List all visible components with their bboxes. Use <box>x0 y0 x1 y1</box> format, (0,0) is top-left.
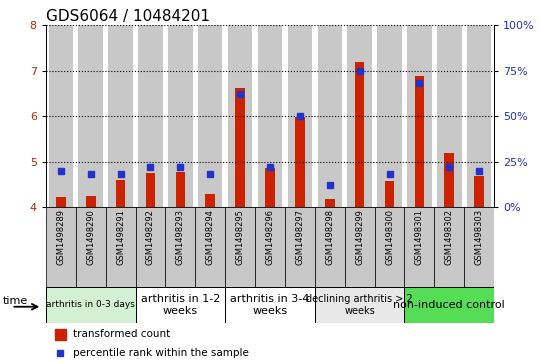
Bar <box>474 176 484 207</box>
Bar <box>136 287 225 323</box>
Bar <box>46 287 136 323</box>
Text: arthritis in 3-4
weeks: arthritis in 3-4 weeks <box>231 294 309 316</box>
Bar <box>146 173 156 207</box>
Bar <box>325 199 335 207</box>
Text: GSM1498298: GSM1498298 <box>325 209 334 265</box>
Bar <box>56 197 66 207</box>
Text: arthritis in 0-3 days: arthritis in 0-3 days <box>46 301 135 309</box>
Text: GSM1498289: GSM1498289 <box>56 209 65 265</box>
Bar <box>444 153 454 207</box>
Text: GSM1498303: GSM1498303 <box>475 209 484 265</box>
Text: GDS6064 / 10484201: GDS6064 / 10484201 <box>46 9 210 24</box>
Bar <box>49 25 73 207</box>
Text: GSM1498290: GSM1498290 <box>86 209 95 265</box>
Bar <box>46 207 76 287</box>
Bar <box>198 25 222 207</box>
Bar <box>315 207 345 287</box>
Bar <box>205 194 215 207</box>
Bar <box>235 87 245 207</box>
Bar <box>384 181 394 207</box>
Bar <box>464 207 494 287</box>
Text: non-induced control: non-induced control <box>394 300 505 310</box>
Text: GSM1498300: GSM1498300 <box>385 209 394 265</box>
Bar <box>55 329 66 340</box>
Bar <box>404 287 494 323</box>
Text: time: time <box>2 295 28 306</box>
Bar <box>76 207 106 287</box>
Bar <box>347 25 372 207</box>
Text: GSM1498297: GSM1498297 <box>295 209 305 265</box>
Bar <box>138 25 163 207</box>
Text: GSM1498291: GSM1498291 <box>116 209 125 265</box>
Bar <box>404 207 434 287</box>
Bar <box>345 207 375 287</box>
Bar <box>375 207 404 287</box>
Bar <box>86 196 96 207</box>
Bar <box>258 25 282 207</box>
Text: transformed count: transformed count <box>73 329 170 339</box>
Bar <box>407 25 431 207</box>
Bar <box>106 207 136 287</box>
Bar <box>315 287 404 323</box>
Text: GSM1498299: GSM1498299 <box>355 209 364 265</box>
Text: GSM1498294: GSM1498294 <box>206 209 215 265</box>
Text: arthritis in 1-2
weeks: arthritis in 1-2 weeks <box>141 294 220 316</box>
Bar <box>225 287 315 323</box>
Bar <box>434 207 464 287</box>
Bar <box>78 25 103 207</box>
Bar <box>265 168 275 207</box>
Bar <box>437 25 462 207</box>
Text: GSM1498293: GSM1498293 <box>176 209 185 265</box>
Text: GSM1498296: GSM1498296 <box>266 209 274 265</box>
Text: GSM1498292: GSM1498292 <box>146 209 155 265</box>
Text: percentile rank within the sample: percentile rank within the sample <box>73 348 248 358</box>
Bar <box>285 207 315 287</box>
Text: GSM1498295: GSM1498295 <box>235 209 245 265</box>
Text: declining arthritis > 2
weeks: declining arthritis > 2 weeks <box>306 294 413 316</box>
Bar <box>168 25 193 207</box>
Bar <box>288 25 312 207</box>
Text: GSM1498301: GSM1498301 <box>415 209 424 265</box>
Text: GSM1498302: GSM1498302 <box>445 209 454 265</box>
Bar <box>377 25 402 207</box>
Bar <box>355 62 365 207</box>
Bar <box>109 25 133 207</box>
Bar <box>225 207 255 287</box>
Bar <box>176 171 185 207</box>
Bar <box>318 25 342 207</box>
Bar <box>255 207 285 287</box>
Bar <box>165 207 195 287</box>
Bar <box>415 76 424 207</box>
Bar <box>195 207 225 287</box>
Bar <box>228 25 252 207</box>
Bar <box>136 207 165 287</box>
Bar <box>467 25 491 207</box>
Bar <box>116 180 125 207</box>
Bar <box>295 117 305 207</box>
